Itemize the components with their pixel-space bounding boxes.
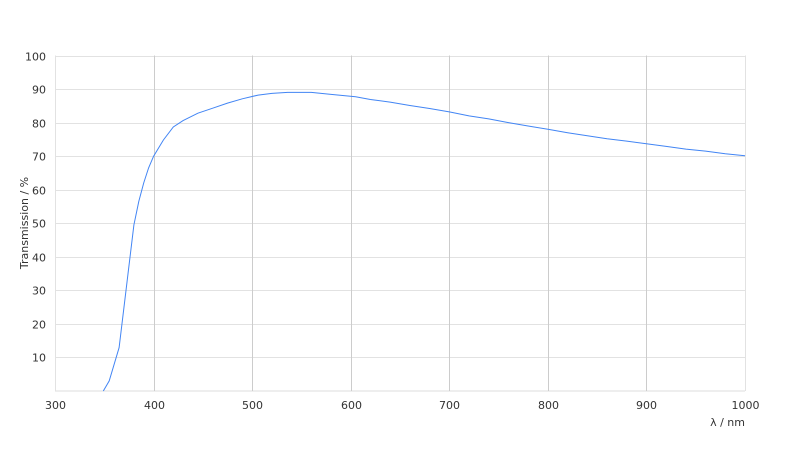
y-tick-label: 30 [32, 285, 46, 298]
y-tick-label: 70 [32, 151, 46, 164]
y-tick-label: 100 [25, 51, 46, 64]
x-tick-label: 1000 [732, 399, 760, 412]
x-tick-label: 600 [341, 399, 362, 412]
y-tick-label: 40 [32, 252, 46, 265]
y-axis-label: Transmission / % [18, 177, 31, 270]
series-line [102, 91, 746, 392]
tick-labels: 10 20 30 40 50 60 70 80 90 100 300 400 500 600 700 800 9… [25, 51, 760, 413]
x-tick-label: 400 [144, 399, 165, 412]
y-tick-label: 10 [32, 352, 46, 365]
y-tick-label: 20 [32, 319, 46, 332]
x-axis-label: λ / nm [710, 416, 745, 429]
x-tick-label: 300 [45, 399, 66, 412]
x-tick-label: 500 [242, 399, 263, 412]
y-tick-label: 50 [32, 218, 46, 231]
x-tick-label: 900 [636, 399, 657, 412]
y-tick-label: 60 [32, 185, 46, 198]
y-tick-label: 90 [32, 84, 46, 97]
grid [55, 55, 746, 392]
x-tick-label: 800 [538, 399, 559, 412]
x-tick-label: 700 [439, 399, 460, 412]
y-tick-label: 80 [32, 118, 46, 131]
